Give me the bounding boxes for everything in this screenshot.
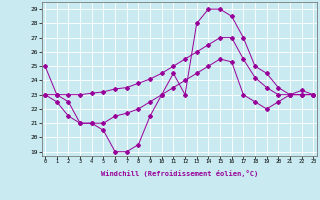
X-axis label: Windchill (Refroidissement éolien,°C): Windchill (Refroidissement éolien,°C) [100, 170, 258, 177]
